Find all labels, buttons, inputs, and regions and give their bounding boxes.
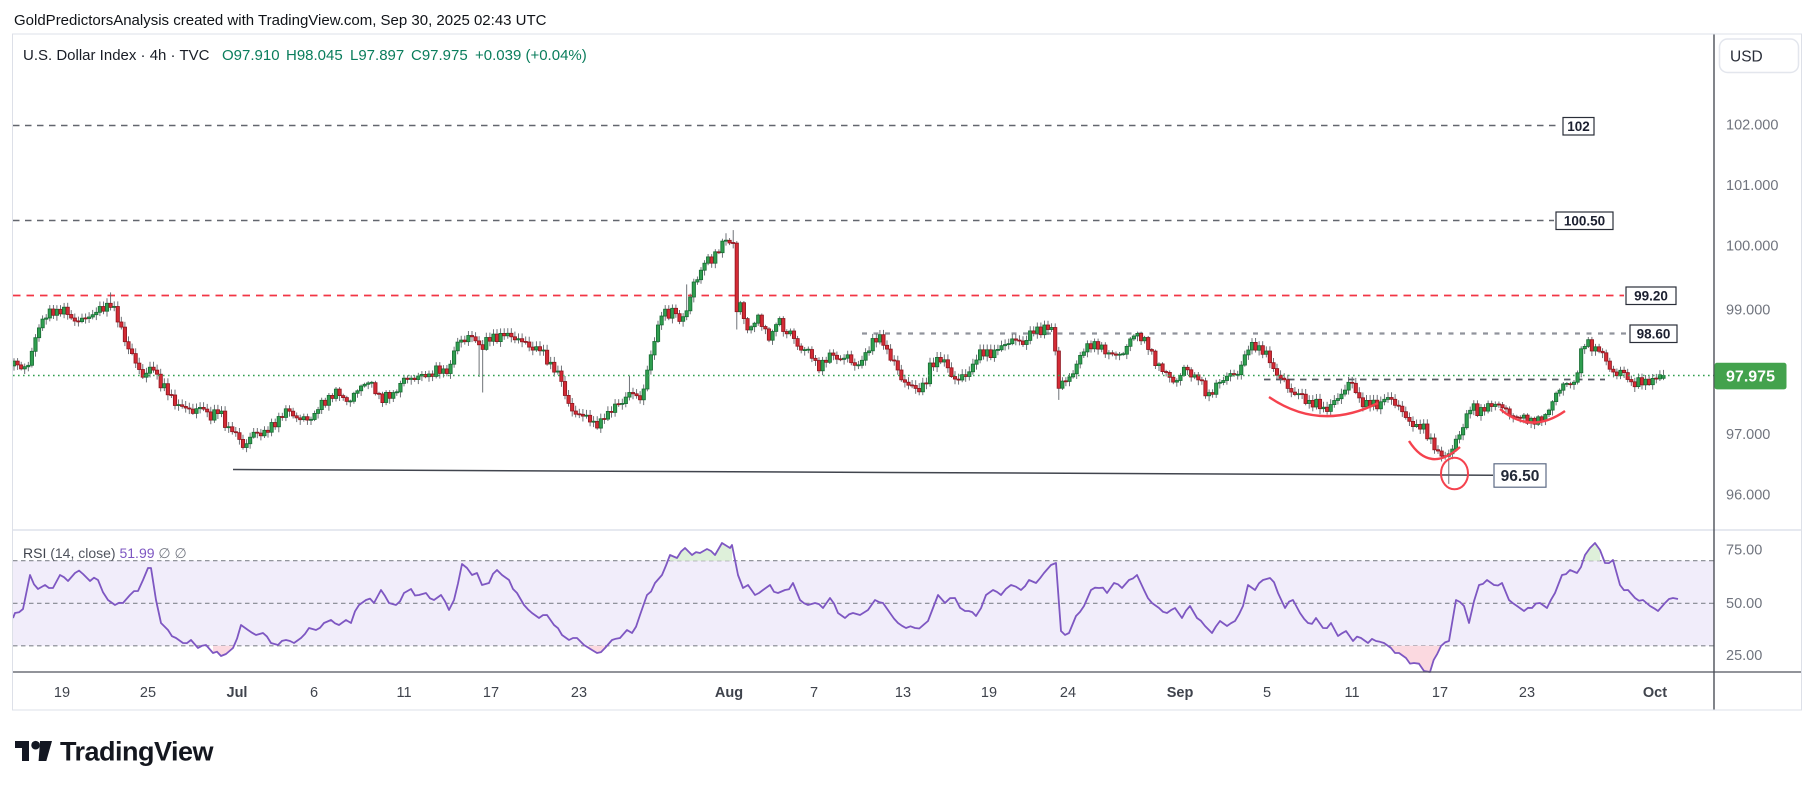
svg-text:6: 6: [310, 685, 318, 701]
svg-text:Jul: Jul: [227, 685, 248, 701]
svg-text:97.975: 97.975: [1726, 369, 1775, 386]
svg-text:19: 19: [54, 685, 70, 701]
svg-text:Aug: Aug: [715, 685, 743, 701]
svg-text:96.50: 96.50: [1501, 468, 1540, 485]
svg-text:23: 23: [1519, 685, 1535, 701]
svg-text:13: 13: [895, 685, 911, 701]
svg-text:75.00: 75.00: [1726, 543, 1762, 559]
svg-text:99.000: 99.000: [1726, 303, 1770, 319]
svg-text:24: 24: [1060, 685, 1076, 701]
svg-text:99.20: 99.20: [1634, 289, 1668, 304]
svg-text:23: 23: [571, 685, 587, 701]
svg-text:102.000: 102.000: [1726, 118, 1778, 134]
svg-text:TradingView: TradingView: [60, 737, 215, 767]
svg-text:96.000: 96.000: [1726, 488, 1770, 504]
svg-text:17: 17: [1432, 685, 1448, 701]
svg-text:19: 19: [981, 685, 997, 701]
svg-text:100.50: 100.50: [1564, 214, 1605, 229]
svg-text:Oct: Oct: [1643, 685, 1667, 701]
svg-text:17: 17: [483, 685, 499, 701]
svg-text:U.S. Dollar Index · 4h · TVC: U.S. Dollar Index · 4h · TVC: [23, 47, 210, 64]
svg-text:Sep: Sep: [1167, 685, 1194, 701]
svg-text:GoldPredictorsAnalysis created: GoldPredictorsAnalysis created with Trad…: [14, 12, 547, 29]
svg-text:97.000: 97.000: [1726, 427, 1770, 443]
svg-text:5: 5: [1263, 685, 1271, 701]
svg-text:98.60: 98.60: [1637, 327, 1671, 342]
svg-text:7: 7: [810, 685, 818, 701]
svg-text:USD: USD: [1730, 49, 1763, 66]
svg-text:102: 102: [1567, 119, 1590, 134]
svg-text:RSI (14, close) 51.99 ∅ ∅: RSI (14, close) 51.99 ∅ ∅: [23, 545, 187, 561]
svg-text:11: 11: [396, 685, 411, 701]
svg-text:101.000: 101.000: [1726, 178, 1778, 194]
svg-text:100.000: 100.000: [1726, 239, 1778, 255]
svg-text:25.00: 25.00: [1726, 648, 1762, 664]
svg-text:50.00: 50.00: [1726, 596, 1762, 612]
svg-text:25: 25: [140, 685, 156, 701]
svg-text:11: 11: [1344, 685, 1359, 701]
